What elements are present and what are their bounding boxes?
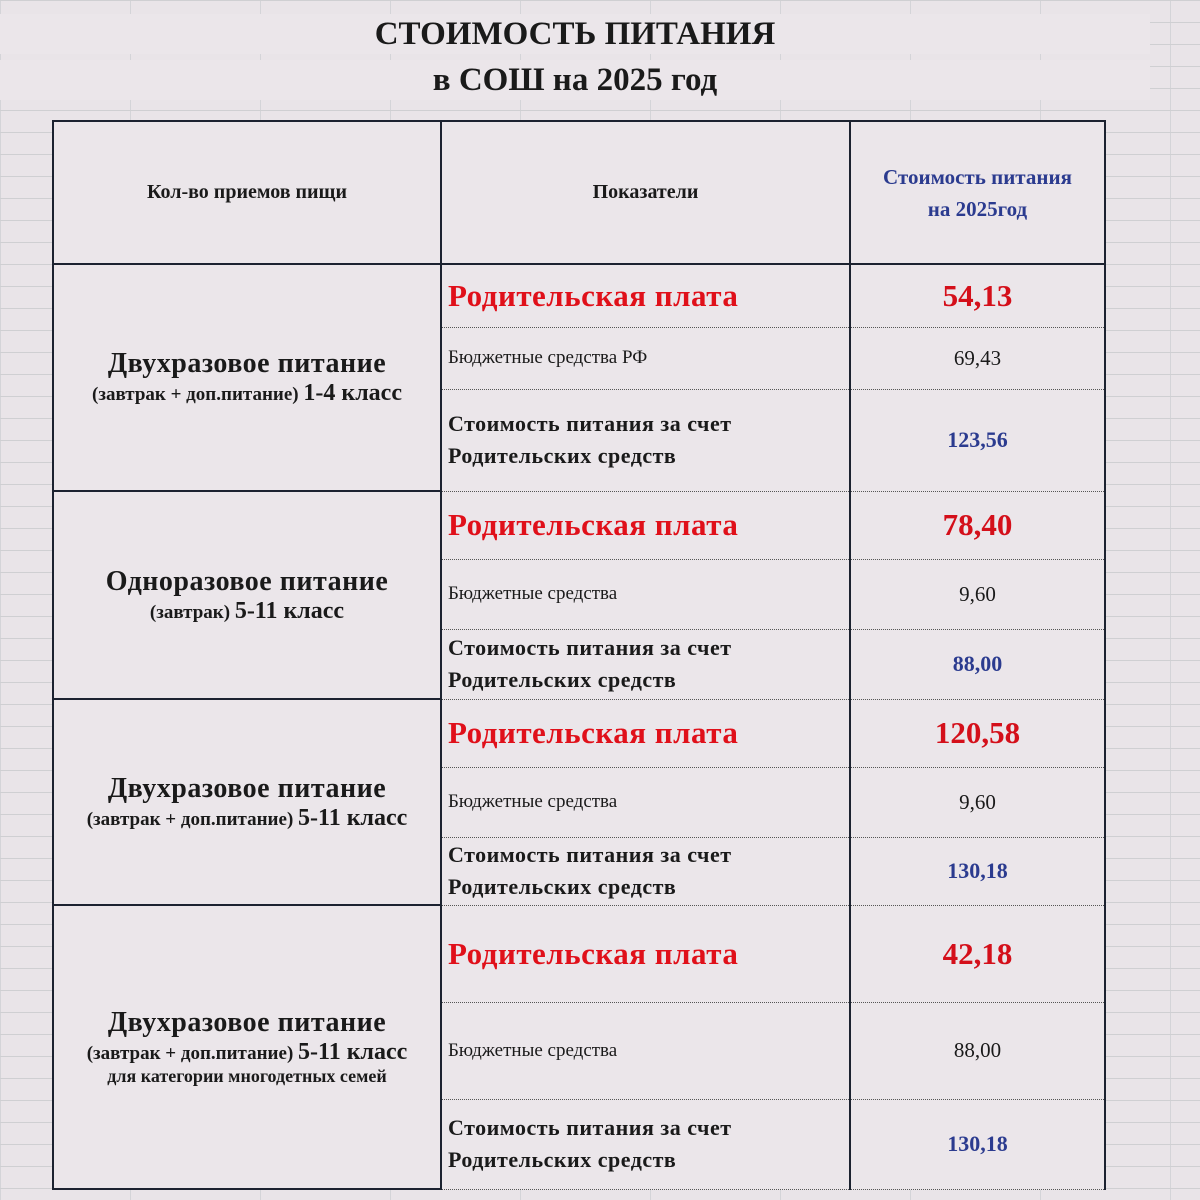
table-row-parent-fee: Одноразовое питание (завтрак) 5-11 класс… (52, 490, 1106, 700)
budget-label: Бюджетные средства (440, 766, 851, 838)
total-value: 130,18 (849, 1098, 1106, 1190)
parent-fee-label: Родительская плата (440, 904, 851, 1003)
meal-type-cell: Одноразовое питание (завтрак) 5-11 класс (52, 490, 442, 700)
parent-fee-label: Родительская плата (440, 490, 851, 560)
total-value: 130,18 (849, 836, 1106, 906)
parent-fee-value: 42,18 (849, 904, 1106, 1003)
total-label: Стоимость питания за счет Родительских ср… (440, 836, 851, 906)
grade: 5-11 класс (298, 1039, 408, 1065)
table-row-total: Стоимость питания за счет Родительских ср… (53, 1098, 1106, 1190)
table-row-parent-fee: Двухразовое питание (завтрак + доп.питан… (52, 904, 1106, 1190)
table-row-budget: Бюджетные средства 9,60 (53, 766, 1106, 838)
total-value: 123,56 (849, 388, 1106, 492)
total-label: Стоимость питания за счет Родительских ср… (440, 628, 851, 700)
table-row-total: Стоимость питания за счет Родительских ср… (53, 628, 1106, 700)
budget-value: 9,60 (849, 766, 1106, 838)
total-label: Стоимость питания за счет Родительских ср… (440, 1098, 851, 1190)
table-row-parent-fee: Двухразовое питание (завтрак + доп.питан… (52, 263, 1106, 492)
meal-type: Двухразовое питание (107, 348, 387, 379)
header-indicators: Показатели (440, 120, 851, 265)
parent-fee-value: 78,40 (849, 490, 1106, 560)
budget-value: 69,43 (849, 326, 1106, 390)
budget-value: 88,00 (849, 1001, 1106, 1100)
meal-type-cell: Двухразовое питание (завтрак + доп.питан… (52, 904, 442, 1190)
grade: 5-11 класс (298, 804, 408, 831)
meal-detail: (завтрак + доп.питание) (86, 808, 294, 830)
meal-type-cell: Двухразовое питание (завтрак + доп.питан… (52, 263, 442, 492)
grade: 5-11 класс (234, 597, 345, 624)
budget-label: Бюджетные средства (440, 558, 851, 630)
document-title: СТОИМОСТЬ ПИТАНИЯ (0, 14, 1150, 54)
parent-fee-value: 120,58 (849, 698, 1106, 768)
parent-fee-value: 54,13 (849, 263, 1106, 328)
total-label: Стоимость питания за счет Родительских ср… (440, 388, 851, 492)
table-row-total: Стоимость питания за счет Родительских ср… (53, 836, 1106, 906)
meal-type-cell: Двухразовое питание (завтрак + доп.питан… (52, 698, 442, 906)
meal-detail: (завтрак) (149, 601, 231, 623)
budget-value: 9,60 (849, 558, 1106, 630)
table-row-parent-fee: Двухразовое питание (завтрак + доп.питан… (52, 698, 1106, 906)
header-meals: Кол-во приемов пищи (52, 120, 442, 265)
meal-detail: (завтрак + доп.питание) (86, 1043, 294, 1064)
budget-label: Бюджетные средства (440, 1001, 851, 1100)
meal-cost-table: Кол-во приемов пищи Показатели Стоимость… (52, 120, 1106, 1190)
meal-type: Двухразовое питание (107, 1007, 387, 1038)
header-cost: Стоимость питания на 2025год (849, 120, 1106, 265)
meal-detail: (завтрак + доп.питание) (92, 384, 299, 405)
table-header-row: Кол-во приемов пищи Показатели Стоимость… (52, 120, 1106, 265)
budget-label: Бюджетные средства РФ (440, 326, 851, 390)
table-row-total: Стоимость питания за счет Родительских ср… (53, 388, 1106, 492)
total-value: 88,00 (849, 628, 1106, 700)
document-subtitle: в СОШ на 2025 год (0, 60, 1150, 100)
parent-fee-label: Родительская плата (440, 698, 851, 768)
table-row-budget: Бюджетные средства РФ 69,43 (53, 326, 1106, 390)
parent-fee-label: Родительская плата (440, 263, 851, 328)
meal-type: Двухразовое питание (107, 772, 387, 804)
meal-note: для категории многодетных семей (107, 1066, 387, 1086)
meal-type: Одноразовое питание (105, 565, 389, 597)
grade: 1-4 класс (303, 380, 402, 406)
table-row-budget: Бюджетные средства 88,00 (53, 1001, 1106, 1100)
